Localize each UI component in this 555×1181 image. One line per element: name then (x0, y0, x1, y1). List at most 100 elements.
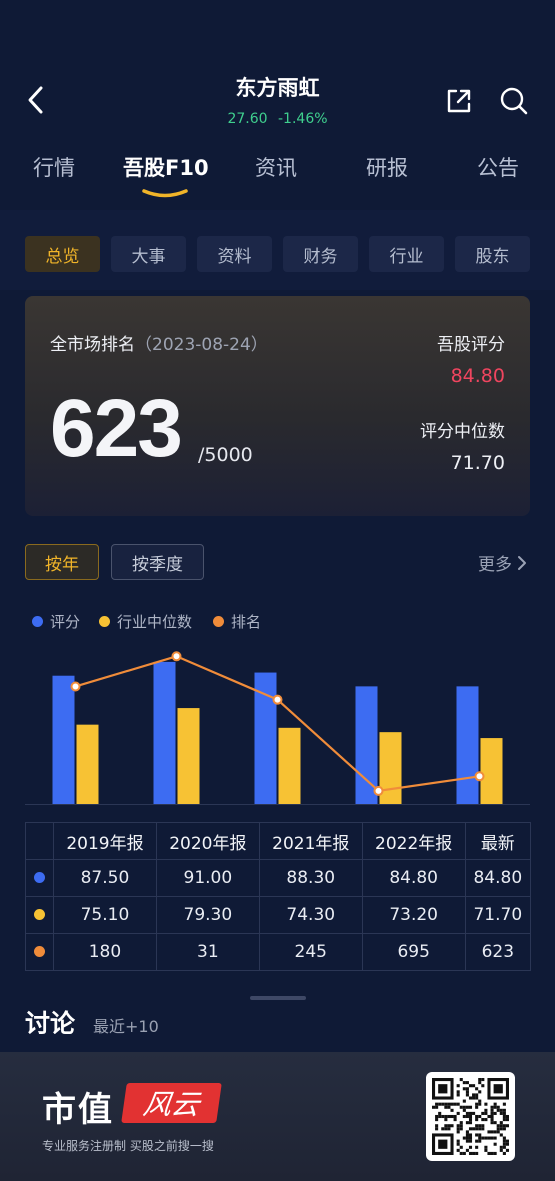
legend-rank: 排名 (213, 611, 261, 632)
subtab-financials[interactable]: 财务 (283, 236, 358, 272)
brand-text: 市值 (42, 1090, 114, 1130)
legend-median-label: 行业中位数 (117, 613, 193, 631)
more-link[interactable]: 更多 (478, 550, 528, 575)
legend-median-dot (99, 616, 110, 627)
subtab-events[interactable]: 大事 (111, 236, 186, 272)
score-bar (456, 686, 479, 804)
rank-point (474, 771, 485, 782)
active-tab-indicator (142, 189, 188, 198)
subtab-profile[interactable]: 资料 (197, 236, 272, 272)
table-cell: 84.80 (361, 859, 466, 897)
tab-f10[interactable]: 吾股F10 (123, 156, 209, 180)
rank-value: 623 (50, 383, 183, 474)
brand-logo: 风云 (121, 1083, 222, 1123)
tab-research[interactable]: 研报 (366, 156, 408, 180)
table-cell: 74.30 (258, 896, 363, 934)
footer-slogan: 专业服务注册制 买股之前搜一搜 (42, 1139, 214, 1153)
rank-title: 全市场排名 (50, 335, 135, 355)
median-label: 评分中位数 (420, 422, 505, 442)
share-icon (447, 89, 471, 113)
table-header-cell: 最新 (464, 822, 532, 860)
median-bar (177, 708, 200, 804)
table-cell: 623 (464, 933, 532, 971)
score-bar (254, 672, 277, 804)
tab-news[interactable]: 资讯 (255, 156, 297, 180)
rank-card (25, 296, 530, 516)
rank-label: 全市场排名（2023-08-24） (50, 330, 268, 355)
rank-point (373, 785, 384, 796)
median-dot (34, 909, 45, 920)
rank-point (70, 681, 81, 692)
table-cell: 695 (361, 933, 466, 971)
table-header-cell: 2022年报 (361, 822, 466, 860)
table-cell: 245 (258, 933, 363, 971)
search-icon (500, 87, 528, 115)
table-row-rank: 180 31 245 695 623 (25, 933, 532, 971)
score-bar (153, 661, 176, 804)
median-bar (480, 738, 503, 804)
median-bar (76, 724, 99, 804)
legend-score-dot (32, 616, 43, 627)
stock-name: 东方雨虹 (235, 76, 320, 100)
more-label: 更多 (478, 555, 512, 575)
table-row-score: 87.50 91.00 88.30 84.80 84.80 (25, 859, 532, 897)
rank-point (171, 651, 182, 662)
qr-code[interactable] (426, 1072, 515, 1161)
table-cell: 87.50 (53, 859, 157, 897)
median-bar (379, 732, 402, 804)
table-cell: 31 (155, 933, 260, 971)
tab-announcements[interactable]: 公告 (477, 156, 519, 180)
rank-line (75, 655, 480, 793)
rank-dot (34, 946, 45, 957)
discussion-title[interactable]: 讨论 (25, 1009, 76, 1038)
subtab-industry[interactable]: 行业 (369, 236, 444, 272)
legend-score: 评分 (32, 611, 80, 632)
table-cell: 71.70 (464, 896, 532, 934)
table-cell: 180 (53, 933, 157, 971)
share-button[interactable] (442, 84, 476, 118)
table-cell: 73.20 (361, 896, 466, 934)
legend-median: 行业中位数 (99, 611, 192, 632)
score-table: 2019年报 2020年报 2021年报 2022年报 最新 87.50 91.… (25, 822, 532, 971)
table-header-row: 2019年报 2020年报 2021年报 2022年报 最新 (25, 822, 532, 860)
score-rank-chart (25, 651, 530, 805)
rank-date: （2023-08-24） (135, 335, 268, 355)
table-cell: 88.30 (258, 859, 363, 897)
stock-price: 27.60 (227, 111, 268, 127)
table-cell: 84.80 (464, 859, 532, 897)
table-cell: 91.00 (155, 859, 260, 897)
period-year-button[interactable]: 按年 (25, 544, 99, 580)
back-button[interactable] (18, 82, 54, 118)
row-marker (25, 933, 54, 971)
subtab-shareholders[interactable]: 股东 (455, 236, 530, 272)
score-bar (52, 675, 75, 804)
score-label: 吾股评分 (437, 335, 505, 355)
table-header-cell: 2021年报 (258, 822, 363, 860)
chevron-right-icon (518, 555, 526, 570)
rank-point (272, 694, 283, 705)
period-quarter-button[interactable]: 按季度 (111, 544, 204, 580)
median-value: 71.70 (450, 452, 505, 474)
rank-total: /5000 (198, 444, 253, 466)
table-header-cell: 2019年报 (53, 822, 157, 860)
tab-market[interactable]: 行情 (33, 156, 75, 180)
table-header-cell: 2020年报 (155, 822, 260, 860)
chevron-left-icon (28, 86, 43, 114)
table-cell: 79.30 (155, 896, 260, 934)
score-dot (34, 872, 45, 883)
discussion-subtitle: 最近+10 (93, 1017, 159, 1036)
row-marker (25, 896, 54, 934)
subtab-overview[interactable]: 总览 (25, 236, 100, 272)
table-corner-cell (25, 822, 54, 860)
score-value: 84.80 (450, 365, 505, 387)
table-row-median: 75.10 79.30 74.30 73.20 71.70 (25, 896, 532, 934)
legend-score-label: 评分 (50, 613, 81, 631)
legend-rank-dot (213, 616, 224, 627)
qr-code-icon (432, 1078, 509, 1155)
stock-change: -1.46% (278, 111, 328, 127)
drag-handle[interactable] (250, 996, 306, 1000)
table-cell: 75.10 (53, 896, 157, 934)
search-button[interactable] (497, 84, 531, 118)
row-marker (25, 859, 54, 897)
median-bar (278, 727, 301, 804)
